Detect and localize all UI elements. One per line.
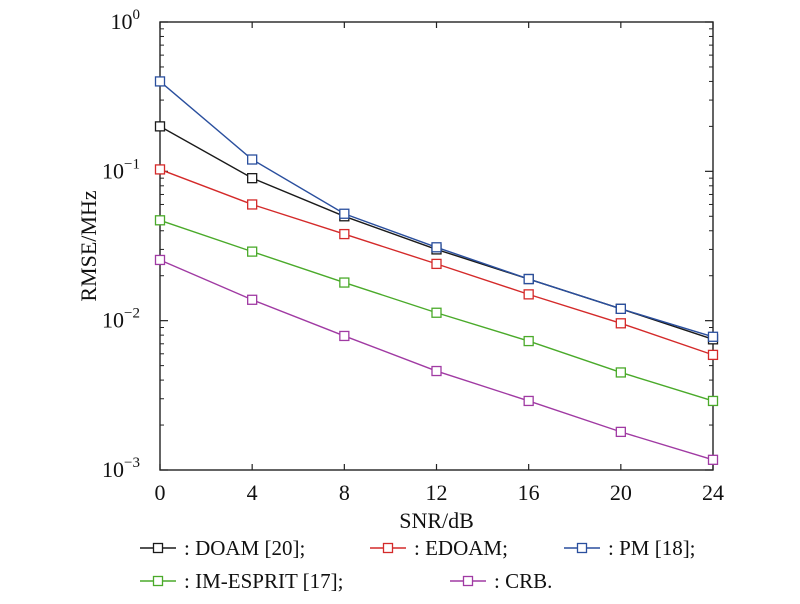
data-point (523, 335, 534, 347)
legend-series-name: EDOAM; (425, 536, 508, 560)
data-point (247, 199, 258, 210)
legend-swatch-marker (382, 542, 394, 554)
data-point (339, 277, 350, 288)
data-point (247, 294, 258, 305)
legend-label: : CRB. (494, 569, 552, 593)
legend-item: : CRB. (450, 569, 552, 593)
legend-label: : DOAM [20]; (184, 536, 305, 560)
y-tick-base: 10 (102, 158, 124, 183)
y-tick-exponent: −1 (124, 156, 140, 172)
legend-swatch-marker (462, 575, 474, 587)
series-line (159, 125, 714, 340)
data-point (339, 208, 350, 219)
series-2 (154, 76, 719, 342)
legend-item: : PM [18]; (564, 536, 696, 560)
y-tick-label: 10−3 (102, 455, 140, 482)
data-point (247, 246, 258, 257)
y-tick-label: 10−2 (102, 306, 140, 333)
legend-series-name: DOAM [20]; (195, 536, 305, 560)
data-point (154, 76, 166, 87)
x-tick-label: 12 (426, 480, 448, 505)
data-point (154, 215, 166, 226)
data-point (431, 365, 442, 377)
legend-separator: : (184, 569, 195, 593)
series-1 (154, 164, 719, 361)
legend-separator: : (494, 569, 505, 593)
data-point (154, 121, 166, 132)
series-3 (154, 215, 719, 407)
data-point (154, 254, 166, 266)
legend-separator: : (414, 536, 425, 560)
data-point (431, 258, 442, 270)
data-point (707, 454, 719, 465)
series-line (159, 80, 714, 338)
data-point (247, 173, 258, 184)
legend-label: : IM-ESPRIT [17]; (184, 569, 343, 593)
y-tick-exponent: −2 (124, 306, 140, 322)
legend-item: : EDOAM; (370, 536, 508, 560)
y-tick-label: 10−1 (102, 156, 140, 183)
data-point (523, 273, 534, 285)
data-point (523, 289, 534, 300)
y-tick-base: 10 (111, 9, 133, 34)
legend-series-name: CRB. (505, 569, 552, 593)
x-tick-label: 20 (610, 480, 632, 505)
x-axis-label: SNR/dB (399, 508, 474, 533)
legend-separator: : (184, 536, 195, 560)
legend-series-name: PM [18]; (619, 536, 695, 560)
data-point (154, 164, 166, 175)
legend-swatch-marker (576, 542, 588, 554)
legend-label: : PM [18]; (608, 536, 696, 560)
legend-item: : IM-ESPRIT [17]; (140, 569, 343, 593)
data-point (615, 303, 626, 314)
legend-item: : DOAM [20]; (140, 536, 305, 560)
legend-separator: : (608, 536, 619, 560)
y-tick-exponent: 0 (133, 7, 141, 23)
data-point (339, 228, 350, 240)
data-point (707, 395, 719, 407)
data-point (615, 367, 626, 378)
data-point (707, 331, 719, 342)
legend-swatch-marker (152, 575, 164, 587)
series-4 (154, 254, 719, 465)
data-point (523, 395, 534, 407)
x-tick-label: 16 (518, 480, 540, 505)
x-tick-label: 0 (155, 480, 166, 505)
data-point (431, 307, 442, 318)
x-tick-label: 24 (702, 480, 724, 505)
data-point (339, 330, 350, 342)
data-point (615, 426, 626, 438)
legend: : DOAM [20];: EDOAM;: PM [18];: IM-ESPRI… (140, 536, 696, 593)
legend-swatch-marker (152, 542, 164, 554)
x-tick-label: 8 (339, 480, 350, 505)
data-point (431, 242, 442, 253)
series-layer (154, 76, 719, 465)
series-line (159, 259, 714, 461)
y-tick-base: 10 (102, 457, 124, 482)
y-tick-label: 100 (111, 7, 141, 34)
x-tick-label: 4 (247, 480, 258, 505)
y-tick-base: 10 (102, 308, 124, 333)
data-point (615, 318, 626, 329)
legend-series-name: IM-ESPRIT [17]; (195, 569, 343, 593)
y-axis-label: RMSE/MHz (76, 190, 101, 301)
legend-label: : EDOAM; (414, 536, 508, 560)
y-tick-exponent: −3 (124, 455, 140, 471)
data-point (707, 349, 719, 361)
data-point (247, 154, 258, 165)
